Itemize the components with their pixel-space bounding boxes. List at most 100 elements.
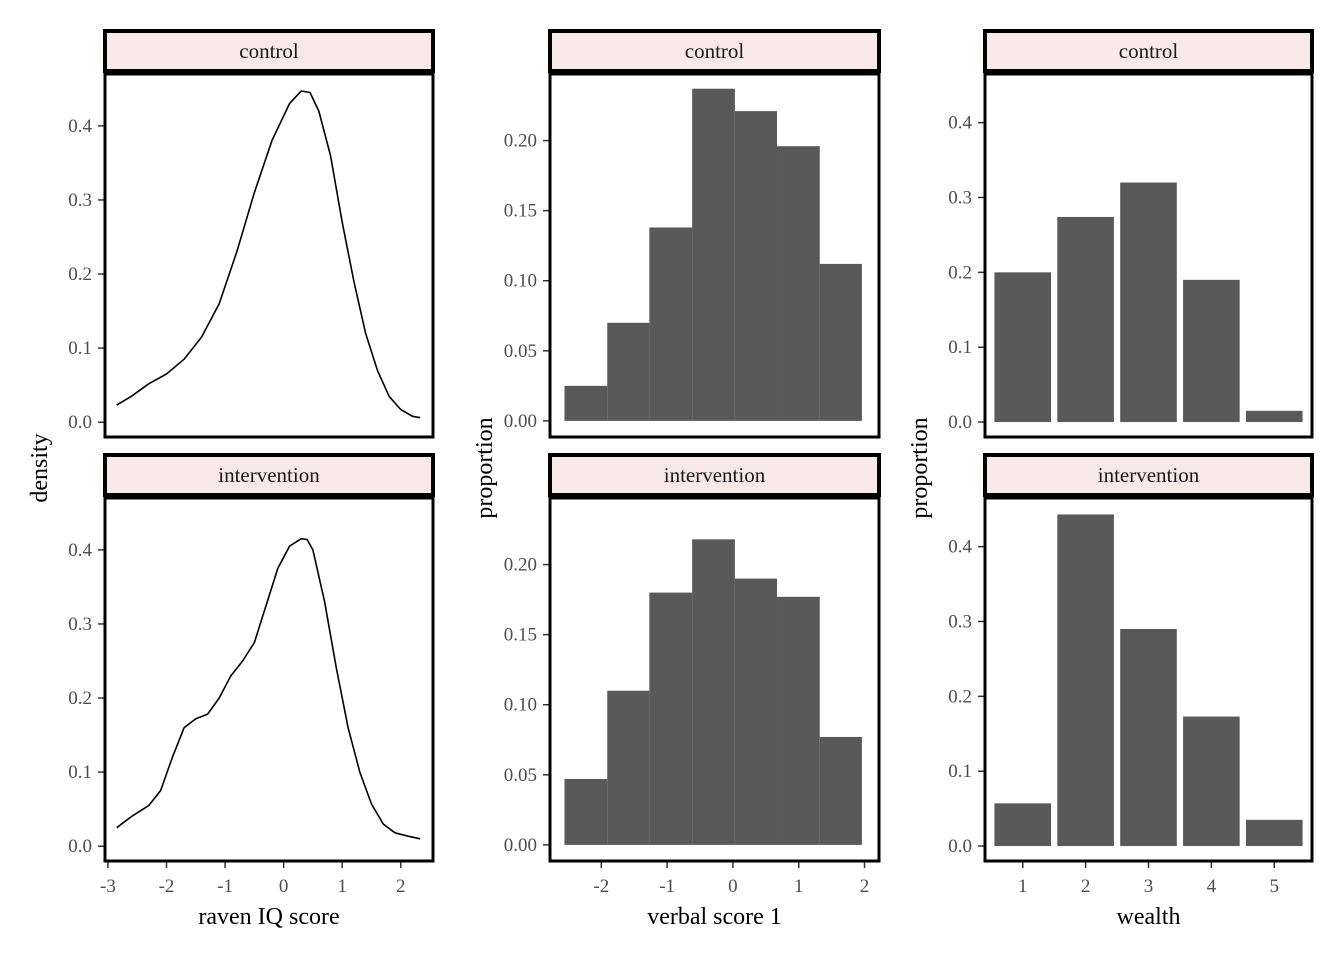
x-tick-label: 0 bbox=[279, 876, 289, 897]
facet-strip bbox=[103, 453, 435, 497]
histogram-bar bbox=[649, 592, 693, 845]
x-tick-label: 2 bbox=[1081, 876, 1091, 897]
wealth-bar bbox=[1057, 514, 1114, 847]
wealth-bar bbox=[994, 803, 1052, 847]
histogram-bar bbox=[564, 779, 608, 845]
y-tick-label: 0.1 bbox=[68, 338, 92, 359]
y-tick-label: 0.3 bbox=[68, 614, 92, 635]
y-tick-label: 0.0 bbox=[948, 412, 972, 433]
x-tick-label: 3 bbox=[1144, 876, 1154, 897]
y-tick-label: 0.4 bbox=[68, 540, 92, 561]
panel-wealth-bars-intervention: intervention 0.0 0.1 0.2 0.3 0.4 1 2 3 4 5 bbox=[948, 453, 1314, 897]
y-tick-label: 0.3 bbox=[948, 187, 972, 208]
chart-wealth-bars: control 0.0 0.1 0.2 0.3 0.4 intervention 0.0 0.1… bbox=[948, 29, 1314, 897]
y-tick-label: 0.10 bbox=[504, 271, 537, 292]
y-tick-label: 0.2 bbox=[948, 262, 972, 283]
y-tick-label: 0.4 bbox=[948, 537, 972, 558]
facet-strip-label: intervention bbox=[664, 463, 766, 487]
panel-border bbox=[548, 72, 881, 439]
panel-border bbox=[103, 72, 435, 439]
y-tick-label: 0.20 bbox=[504, 131, 537, 152]
facet-strip bbox=[103, 29, 435, 73]
histogram-bar bbox=[692, 539, 735, 845]
histogram-bar bbox=[734, 578, 778, 845]
histogram-bar bbox=[649, 227, 693, 421]
y-tick-label: 0.4 bbox=[948, 113, 972, 134]
histogram-bar bbox=[564, 385, 608, 421]
x-tick-label: 0 bbox=[728, 876, 738, 897]
x-tick-label: -3 bbox=[100, 876, 116, 897]
chart-verbal-histograms: control 0.00 0.05 0.10 0.15 0.20 intervention 0… bbox=[504, 29, 881, 897]
density-line bbox=[116, 537, 421, 840]
y-tick-label: 0.4 bbox=[68, 116, 92, 137]
facet-strip bbox=[983, 453, 1314, 497]
facet-strip-label: control bbox=[239, 39, 299, 63]
y-tick-label: 0.0 bbox=[68, 836, 92, 857]
y-tick-label: 0.2 bbox=[68, 264, 92, 285]
y-axis-title: proportion bbox=[907, 417, 933, 518]
panel-border bbox=[983, 72, 1314, 439]
panel-verbal-histograms-control: control 0.00 0.05 0.10 0.15 0.20 bbox=[504, 29, 881, 439]
histogram-bar bbox=[607, 690, 650, 845]
histogram-bar bbox=[777, 146, 820, 421]
y-tick-label: 0.00 bbox=[504, 835, 537, 856]
facet-strip-label: control bbox=[685, 39, 745, 63]
panel-border bbox=[983, 496, 1314, 863]
x-tick-label: 4 bbox=[1207, 876, 1217, 897]
y-tick-label: 0.1 bbox=[68, 762, 92, 783]
y-tick-label: 0.10 bbox=[504, 695, 537, 716]
y-tick-label: 0.15 bbox=[504, 625, 537, 646]
facet-strip bbox=[548, 453, 881, 497]
y-tick-label: 0.1 bbox=[948, 761, 972, 782]
y-axis-title: density bbox=[27, 433, 53, 502]
y-tick-label: 0.3 bbox=[68, 190, 92, 211]
facet-strip bbox=[983, 29, 1314, 73]
histogram-bar bbox=[777, 596, 820, 845]
histogram-bar bbox=[607, 322, 650, 421]
wealth-bar bbox=[1183, 279, 1240, 423]
facet-strip-label: intervention bbox=[218, 463, 320, 487]
facet-strip-label: control bbox=[1119, 39, 1179, 63]
y-tick-label: 0.05 bbox=[504, 765, 537, 786]
x-tick-label: 2 bbox=[860, 876, 870, 897]
panel-layer: control 0.0 0.1 0.2 0.3 0.4 intervention 0.0 0.1… bbox=[68, 29, 1314, 897]
facet-strip-label: intervention bbox=[1098, 463, 1200, 487]
histogram-bar bbox=[692, 88, 735, 421]
wealth-bar bbox=[1120, 628, 1177, 847]
wealth-bar bbox=[1120, 182, 1177, 423]
panel-border bbox=[548, 496, 881, 863]
y-tick-label: 0.0 bbox=[68, 412, 92, 433]
x-tick-label: -1 bbox=[217, 876, 233, 897]
y-tick-label: 0.2 bbox=[948, 686, 972, 707]
y-tick-label: 0.05 bbox=[504, 341, 537, 362]
wealth-bar bbox=[1245, 819, 1303, 847]
y-tick-label: 0.00 bbox=[504, 411, 537, 432]
wealth-bar bbox=[994, 272, 1052, 423]
x-axis-title: verbal score 1 bbox=[647, 904, 782, 930]
x-tick-label: 1 bbox=[1018, 876, 1028, 897]
x-tick-label: 1 bbox=[337, 876, 347, 897]
y-tick-label: 0.15 bbox=[504, 201, 537, 222]
x-tick-label: -2 bbox=[159, 876, 175, 897]
chart-density-panels: control 0.0 0.1 0.2 0.3 0.4 intervention 0.0 0.1… bbox=[68, 29, 435, 897]
y-axis-title: proportion bbox=[472, 417, 498, 518]
x-tick-label: 5 bbox=[1270, 876, 1280, 897]
y-tick-label: 0.2 bbox=[68, 688, 92, 709]
wealth-bar bbox=[1245, 410, 1303, 423]
wealth-bar bbox=[1183, 716, 1240, 847]
density-line bbox=[116, 90, 421, 419]
x-tick-label: -1 bbox=[659, 876, 675, 897]
panel-density-panels-intervention: intervention 0.0 0.1 0.2 0.3 0.4 -3 -2 -1 0 1 2 bbox=[68, 453, 435, 897]
axis-title-layer: raven IQ score density verbal score 1 propo… bbox=[27, 417, 1180, 930]
y-tick-label: 0.1 bbox=[948, 337, 972, 358]
facet-strip bbox=[548, 29, 881, 73]
histogram-bar bbox=[819, 736, 862, 845]
x-axis-title: raven IQ score bbox=[198, 904, 339, 930]
panel-verbal-histograms-intervention: intervention 0.00 0.05 0.10 0.15 0.20 -2 -1 0 1 2 bbox=[504, 453, 881, 897]
wealth-bar bbox=[1057, 216, 1114, 423]
histogram-bar bbox=[734, 111, 778, 421]
x-axis-title: wealth bbox=[1117, 904, 1181, 930]
x-tick-label: 1 bbox=[794, 876, 804, 897]
y-tick-label: 0.20 bbox=[504, 555, 537, 576]
